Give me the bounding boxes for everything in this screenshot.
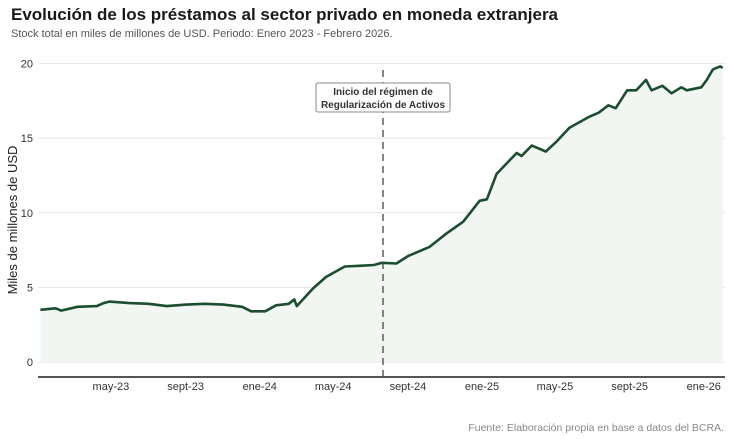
annotation-box: Inicio del régimen de Regularización de … [315, 82, 451, 113]
series-line [40, 65, 724, 313]
x-tick-labels: may-23 sept-23 ene-24 may-24 sept-24 ene-25 ma… [93, 381, 721, 393]
annotation-line-2: Regularización de Activos [321, 100, 446, 111]
y-tick-label: 20 [21, 58, 33, 70]
y-tick-label: 5 [27, 282, 33, 294]
y-tick-labels: 0 5 10 15 20 [21, 58, 33, 369]
x-tick-label: sept-25 [611, 381, 648, 393]
y-tick-label: 15 [21, 133, 33, 145]
x-tick-label: ene-24 [243, 381, 277, 393]
annotation-line-1: Inicio del régimen de [333, 87, 433, 98]
y-tick-label: 10 [21, 208, 33, 220]
x-tick-label: sept-24 [390, 381, 427, 393]
x-tick-label: ene-26 [687, 381, 721, 393]
area-fill [40, 66, 723, 363]
source-note: Fuente: Elaboración propia en base a dat… [468, 422, 724, 434]
chart-title: Evolución de los préstamos al sector pri… [11, 5, 559, 24]
x-tick-label: may-25 [537, 381, 574, 393]
x-tick-label: sept-23 [167, 381, 204, 393]
chart-subtitle: Stock total en miles de millones de USD.… [11, 28, 393, 40]
x-tick-label: may-23 [93, 381, 130, 393]
y-tick-label: 0 [27, 357, 33, 369]
x-tick-label: may-24 [315, 381, 352, 393]
x-tick-label: ene-25 [465, 381, 499, 393]
y-axis-label: Miles de millones de USD [5, 146, 20, 295]
